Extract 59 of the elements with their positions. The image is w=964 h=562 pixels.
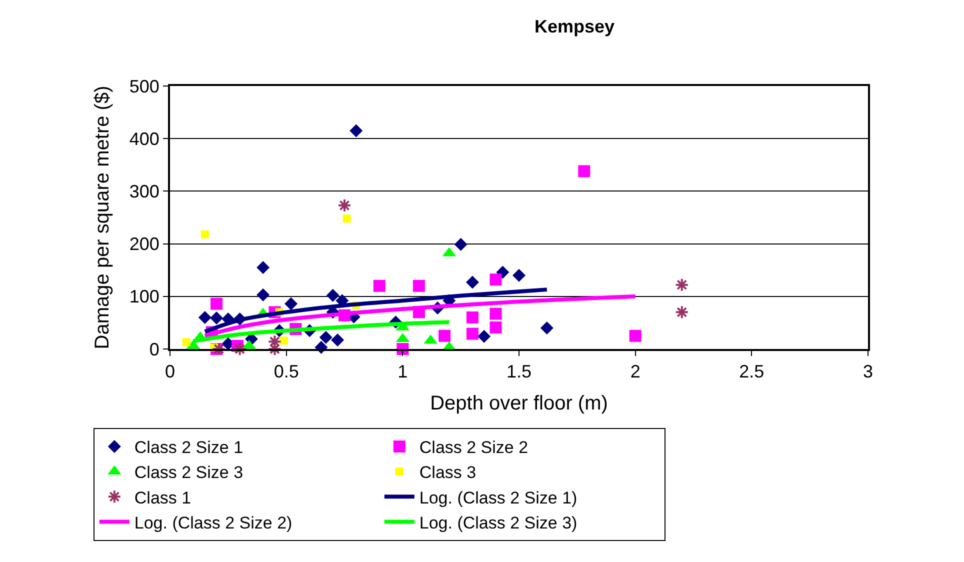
point <box>578 165 590 178</box>
point <box>490 274 502 286</box>
y-tick-label: 0 <box>149 339 160 360</box>
point <box>256 260 270 274</box>
legend-label: Class 2 Size 2 <box>419 438 528 458</box>
point <box>454 238 468 251</box>
y-tick-label: 200 <box>129 234 160 254</box>
point <box>674 305 689 320</box>
point <box>438 330 451 342</box>
point <box>319 330 332 344</box>
point <box>478 330 491 343</box>
x-tick-label: 1 <box>398 362 408 382</box>
point <box>629 330 642 342</box>
y-tick-label: 300 <box>129 182 160 202</box>
point <box>210 311 224 324</box>
point <box>466 276 479 289</box>
point <box>512 268 526 282</box>
x-tick-label: 0 <box>164 362 176 382</box>
point <box>232 342 247 356</box>
point <box>342 214 351 223</box>
point <box>331 334 344 347</box>
x-axis-title: Depth over floor (m) <box>430 392 608 415</box>
point <box>210 298 223 310</box>
legend-label: Log. (Class 2 Size 1) <box>419 488 578 508</box>
x-tick-label: 2 <box>630 362 640 382</box>
legend-label: Log. (Class 2 Size 2) <box>134 513 292 532</box>
point <box>412 280 425 292</box>
y-tick-label: 400 <box>129 128 160 149</box>
legend-label: Log. (Class 2 Size 3) <box>419 513 578 532</box>
point <box>350 124 363 138</box>
point <box>490 321 502 334</box>
x-tick-label: 0.5 <box>274 362 299 382</box>
x-tick-label: 2.5 <box>739 362 764 382</box>
point <box>256 288 270 302</box>
point <box>540 321 554 334</box>
point <box>466 311 478 324</box>
y-tick-label: 500 <box>129 76 160 96</box>
legend-label: Class 2 Size 1 <box>134 438 244 458</box>
point <box>674 278 689 292</box>
y-tick-label: 100 <box>129 286 160 307</box>
point <box>268 342 282 356</box>
legend-label: Class 3 <box>419 463 476 482</box>
chart-title: Kempsey <box>534 16 615 36</box>
point <box>338 198 352 212</box>
x-tick-label: 3 <box>862 362 874 382</box>
x-tick-label: 1.5 <box>506 362 532 382</box>
y-axis-title: Damage per square metre ($) <box>91 86 114 350</box>
point <box>182 338 190 346</box>
point <box>373 280 386 292</box>
point <box>200 230 209 238</box>
point <box>280 336 288 345</box>
point <box>284 297 298 310</box>
point <box>198 310 212 324</box>
point <box>490 308 502 320</box>
legend-label: Class 1 <box>134 488 192 508</box>
point <box>212 342 226 356</box>
point <box>466 328 478 340</box>
point <box>326 288 340 302</box>
legend-label: Class 2 Size 3 <box>134 463 244 482</box>
